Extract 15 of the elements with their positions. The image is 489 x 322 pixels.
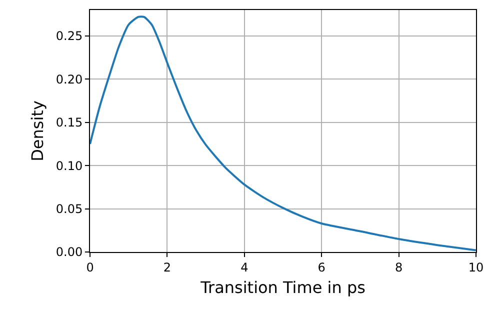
x-axis-title: Transition Time in ps	[200, 278, 366, 298]
line-series	[90, 16, 476, 252]
x-tick-label: 2	[163, 260, 172, 274]
y-axis-title: Density	[28, 100, 47, 162]
x-tick-label: 0	[86, 260, 94, 274]
y-tick-label: 0.20	[56, 72, 83, 86]
x-tick-label: 8	[394, 260, 403, 274]
x-tick-label: 6	[318, 260, 326, 274]
y-tick-label: 0.25	[56, 29, 83, 44]
y-tick-label: 0.00	[56, 245, 83, 260]
y-tick-label: 0.15	[56, 116, 83, 130]
y-tick-label: 0.05	[56, 202, 83, 216]
x-tick-label: 4	[240, 260, 248, 274]
y-tick-label: 0.10	[56, 158, 83, 173]
x-tick-label: 10	[468, 260, 484, 274]
